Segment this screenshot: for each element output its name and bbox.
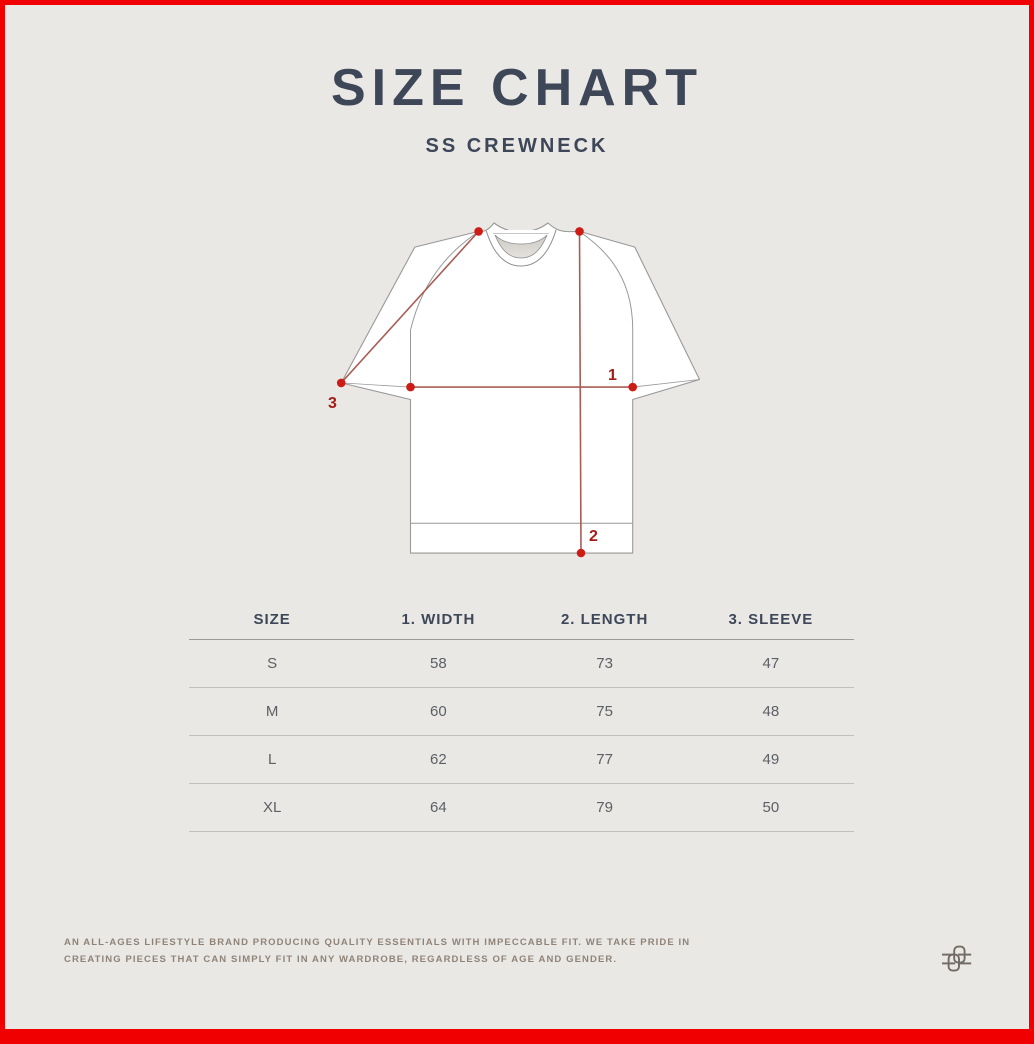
svg-text:2: 2 — [589, 528, 598, 545]
svg-text:3: 3 — [328, 395, 337, 412]
svg-text:1: 1 — [608, 367, 617, 384]
